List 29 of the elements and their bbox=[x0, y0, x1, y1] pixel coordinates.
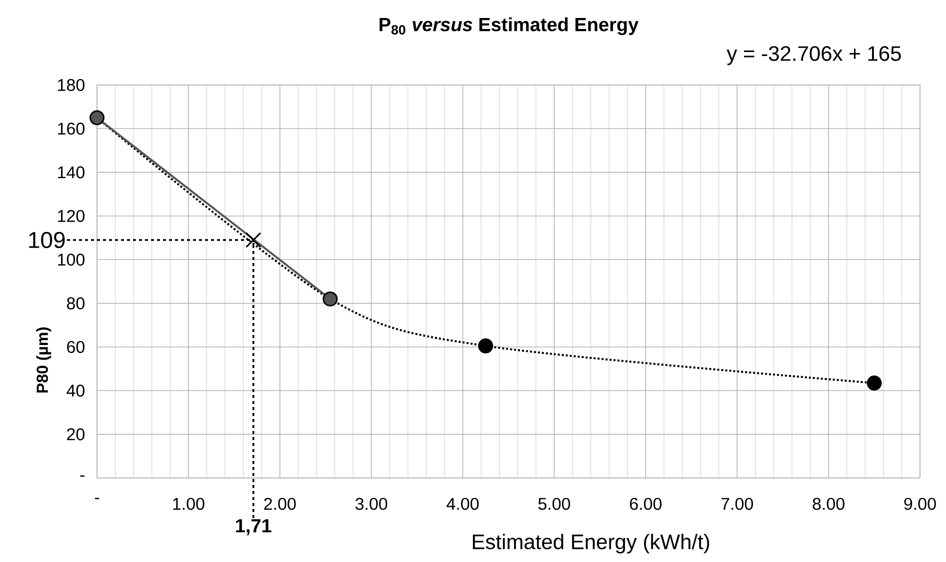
y-tick-label: - bbox=[80, 475, 84, 477]
y-tick-label: 60 bbox=[67, 340, 84, 354]
point bbox=[246, 232, 262, 248]
x-axis-title: Estimated Energy (kWh/t) bbox=[472, 534, 710, 554]
y-tick-label: 160 bbox=[58, 122, 84, 135]
point bbox=[478, 338, 494, 354]
y-tick-label: 100 bbox=[58, 254, 84, 266]
y-axis-title: P80 (µm) bbox=[36, 327, 52, 393]
chart-title: P$_{80}$ versus Estimated Energy bbox=[380, 17, 639, 36]
x-tick-label: 9.00 bbox=[904, 498, 936, 510]
point bbox=[866, 376, 882, 391]
x-tick-label: 5.00 bbox=[538, 498, 570, 510]
ref-line-label: 1,71 bbox=[236, 519, 272, 536]
y-tick-label: 140 bbox=[58, 166, 84, 178]
y-tick-label: 80 bbox=[66, 297, 84, 310]
y-tick-label: 120 bbox=[58, 210, 84, 222]
ref-line-label: 109 bbox=[29, 232, 65, 248]
y-tick-label: 40 bbox=[66, 384, 84, 397]
x-tick-label: 3.00 bbox=[355, 498, 388, 510]
y-tick-label: 180 bbox=[58, 78, 84, 92]
x-tick-label: 4.00 bbox=[446, 498, 479, 510]
x-tick-label: 7.00 bbox=[721, 498, 753, 510]
y-tick-label: 20 bbox=[67, 428, 84, 440]
x-tick-label: 2.00 bbox=[264, 498, 296, 510]
x-tick-label: 1.00 bbox=[173, 498, 204, 510]
x-tick-label: 8.00 bbox=[812, 498, 844, 510]
text: y = -32.706x + 165 bbox=[726, 46, 901, 66]
x-tick-label: - bbox=[94, 498, 100, 500]
x-tick-label: 6.00 bbox=[630, 498, 662, 510]
